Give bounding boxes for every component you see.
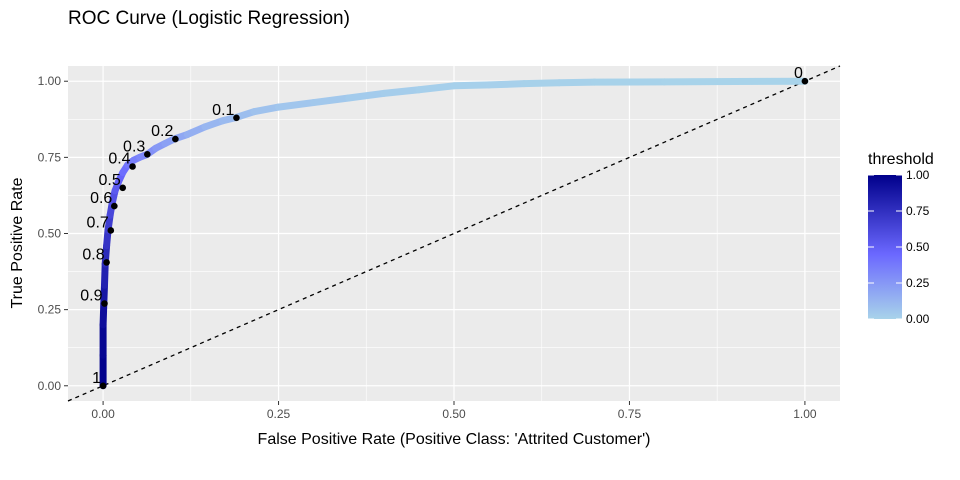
y-tick-label: 1.00	[38, 74, 62, 88]
threshold-point	[119, 184, 127, 192]
threshold-point-label: 1	[92, 370, 101, 387]
legend-tick-label: 0.25	[906, 276, 930, 290]
threshold-point-label: 0.6	[90, 190, 112, 207]
threshold-point	[144, 151, 151, 158]
legend-ticks: 1.00 0.75 0.50 0.25 0.00	[868, 168, 930, 326]
x-axis-title: False Positive Rate (Positive Class: 'At…	[258, 431, 651, 448]
y-tick-label: 0.50	[38, 227, 62, 241]
roc-curve-segment	[450, 81, 493, 90]
legend-tick-label: 0.00	[906, 312, 930, 326]
threshold-legend: threshold 1.00 0.75 0.50 0.25 0.00	[868, 151, 934, 326]
threshold-point	[107, 227, 115, 234]
roc-curve-segment	[415, 82, 458, 94]
roc-curve	[99, 77, 809, 390]
y-tick-label: 0.75	[38, 150, 62, 164]
threshold-point	[233, 114, 240, 122]
legend-tick-label: 1.00	[906, 168, 930, 182]
grid-lines	[68, 66, 840, 401]
roc-curve-segment	[380, 86, 423, 97]
x-tick-label: 0.00	[91, 407, 115, 421]
y-tick-label: 0.25	[38, 303, 62, 317]
threshold-point	[172, 135, 179, 143]
roc-curve-segment	[485, 80, 528, 89]
threshold-point	[801, 77, 809, 85]
y-axis-ticks: 0.00 0.25 0.50 0.75 1.00	[38, 74, 68, 393]
x-tick-label: 0.25	[267, 407, 291, 421]
threshold-point	[99, 382, 107, 390]
threshold-point	[129, 163, 136, 170]
threshold-point-label: 0.7	[87, 214, 109, 231]
roc-curve-segment	[100, 260, 109, 289]
y-axis-title: True Positive Rate	[9, 177, 26, 308]
x-axis-ticks: 0.00 0.25 0.50 0.75 1.00	[91, 401, 817, 421]
threshold-point	[103, 259, 110, 266]
roc-curve-segment	[345, 89, 388, 102]
threshold-point	[101, 300, 108, 307]
roc-curve-segment	[520, 79, 563, 88]
x-tick-label: 0.50	[442, 407, 466, 421]
legend-tick-label: 0.75	[906, 204, 930, 218]
legend-tick-label: 0.50	[906, 240, 930, 254]
roc-curve-segment	[310, 94, 353, 107]
roc-curve-segment	[99, 300, 108, 329]
x-tick-label: 0.75	[618, 407, 642, 421]
threshold-point-label: 0.9	[80, 288, 102, 305]
roc-curve-segment	[275, 99, 318, 111]
x-tick-label: 1.00	[793, 407, 817, 421]
threshold-point	[111, 202, 118, 210]
threshold-point-label: 0.3	[123, 138, 145, 155]
threshold-point-label: 0.1	[212, 102, 234, 119]
threshold-point-label: 0.4	[108, 151, 130, 168]
threshold-point-label: 0	[794, 65, 803, 82]
threshold-point-label: 0.8	[82, 246, 104, 263]
y-tick-label: 0.00	[38, 379, 62, 393]
threshold-point-label: 0.5	[98, 172, 120, 189]
roc-curve-segment	[250, 103, 283, 116]
threshold-points: 1 0.9 0.8 0.7 0.60.5 0.40.3 0.2 0.1 0	[80, 65, 809, 390]
legend-title: threshold	[868, 151, 934, 168]
roc-curve-segment	[555, 78, 598, 87]
chart-title: ROC Curve (Logistic Regression)	[68, 8, 350, 29]
threshold-point-label: 0.2	[151, 123, 173, 140]
